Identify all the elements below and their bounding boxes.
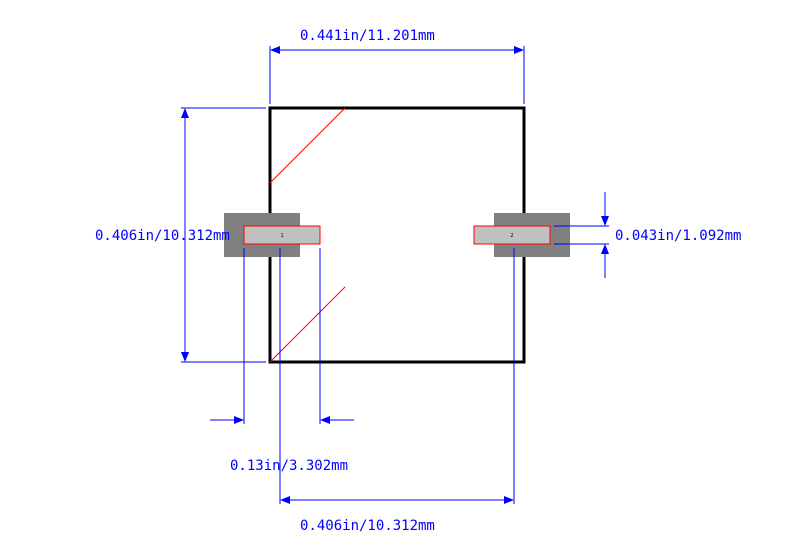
dim-right-arrow-top [601, 216, 609, 226]
dim-top-arrow-left [270, 46, 280, 54]
pin1-marker-diagonal-top [270, 108, 345, 183]
pin-2-label: 2 [510, 233, 513, 239]
dim-left-text: 0.406in/10.312mm [95, 228, 230, 244]
engineering-drawing: 1 2 0.441in/11.201mm 0.406in/10.312mm 0.… [0, 0, 800, 549]
dim-right-arrow-bottom [601, 244, 609, 254]
pin1-marker-diagonal-bottom [270, 287, 345, 362]
dim-bottom-text: 0.406in/10.312mm [300, 518, 435, 534]
dim-top-text: 0.441in/11.201mm [300, 28, 435, 44]
dim-padw-arrow-left [234, 416, 244, 424]
dim-bottom-arrow-left [280, 496, 290, 504]
dim-right-text: 0.043in/1.092mm [615, 228, 741, 244]
dim-padw-arrow-right [320, 416, 330, 424]
dim-bottom-arrow-right [504, 496, 514, 504]
dim-padw-text: 0.13in/3.302mm [230, 458, 348, 474]
dim-left-arrow-top [181, 108, 189, 118]
dim-left-arrow-bottom [181, 352, 189, 362]
pin-1-label: 1 [280, 233, 283, 239]
dim-top-arrow-right [514, 46, 524, 54]
